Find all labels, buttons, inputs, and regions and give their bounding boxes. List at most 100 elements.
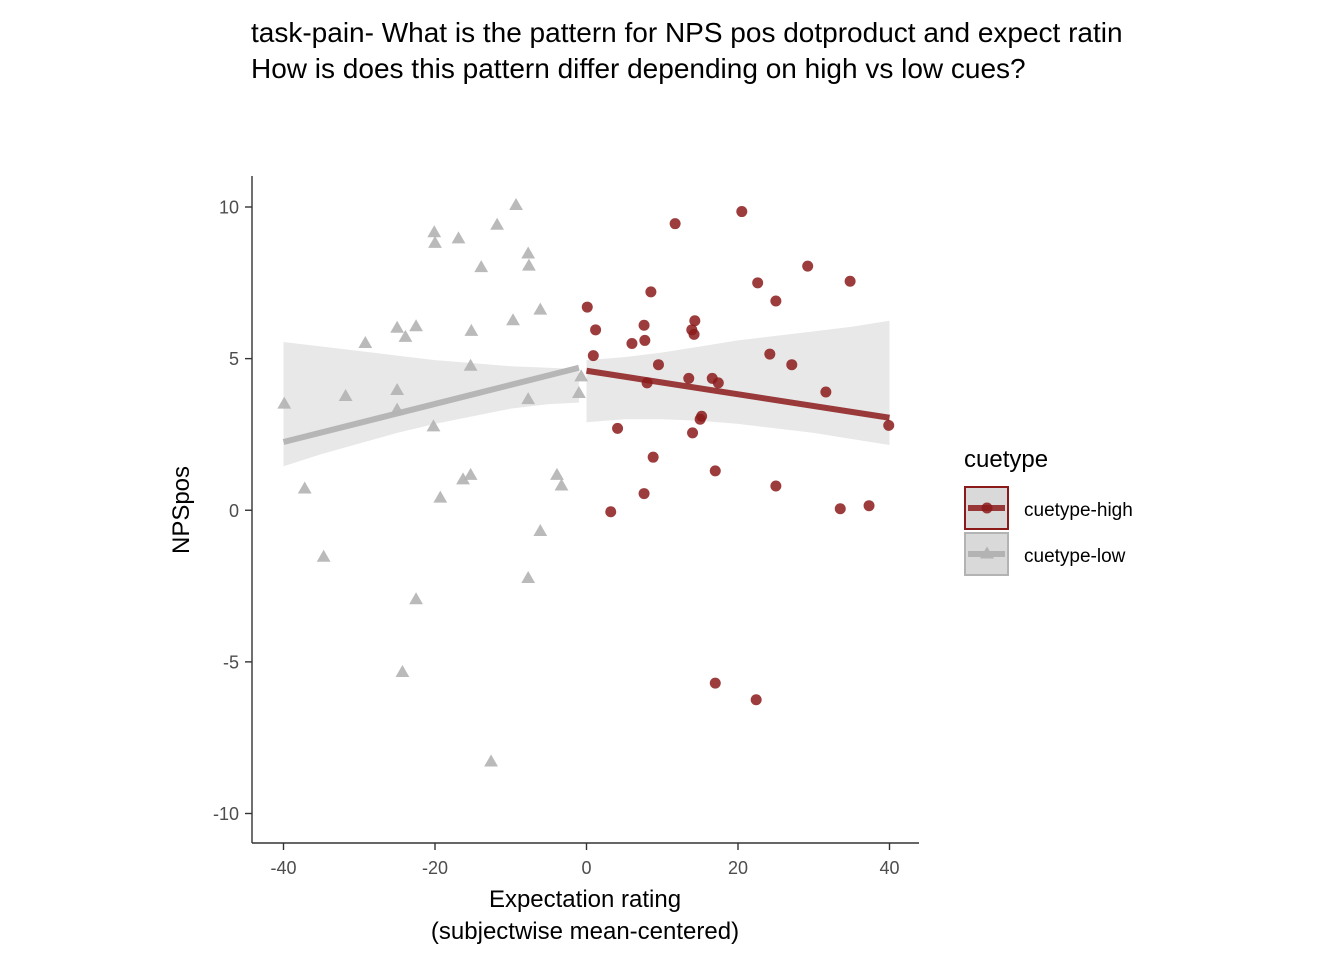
x-tick-label: 20 bbox=[728, 858, 748, 878]
data-point-high bbox=[645, 286, 657, 298]
y-axis: 10 5 0 -5 -10 NPSpos bbox=[168, 176, 253, 843]
legend-label-high: cuetype-high bbox=[1024, 500, 1133, 521]
data-point-high bbox=[736, 206, 748, 218]
data-point-high bbox=[770, 480, 782, 492]
data-point-high bbox=[639, 334, 651, 346]
data-point-high bbox=[581, 301, 593, 313]
data-point-high bbox=[590, 324, 602, 336]
data-point-low bbox=[521, 246, 536, 259]
chart-title-line-2: How is does this pattern differ dependin… bbox=[251, 53, 1026, 84]
data-point-high bbox=[712, 377, 724, 389]
data-point-high bbox=[605, 506, 617, 518]
confidence-band-high bbox=[586, 320, 890, 446]
data-point-low bbox=[428, 235, 442, 248]
y-tick-label: 5 bbox=[229, 349, 239, 369]
data-point-high bbox=[647, 451, 659, 463]
data-point-low bbox=[297, 481, 312, 494]
data-point-low bbox=[451, 231, 466, 244]
data-point-low bbox=[574, 369, 589, 382]
x-tick-label: -40 bbox=[270, 858, 296, 878]
x-tick-label: 0 bbox=[581, 858, 591, 878]
data-point-low bbox=[572, 385, 586, 398]
data-point-low bbox=[358, 335, 373, 348]
legend-title: cuetype bbox=[964, 446, 1048, 473]
data-point-low bbox=[554, 478, 569, 491]
data-point-high bbox=[587, 350, 599, 362]
chart-title-line-1: task-pain- What is the pattern for NPS p… bbox=[251, 17, 1123, 48]
data-point-high bbox=[638, 488, 650, 500]
x-tick-label: 40 bbox=[879, 858, 899, 878]
data-point-high bbox=[683, 372, 695, 384]
data-point-low bbox=[521, 392, 536, 405]
data-point-low bbox=[490, 217, 505, 230]
data-point-high bbox=[626, 337, 638, 349]
data-point-high bbox=[612, 422, 624, 434]
chart-title: task-pain- What is the pattern for NPS p… bbox=[251, 17, 1123, 84]
data-point-low bbox=[409, 319, 423, 332]
data-point-low bbox=[390, 382, 405, 395]
data-point-low bbox=[464, 323, 479, 336]
data-point-low bbox=[474, 260, 489, 273]
data-point-high bbox=[669, 218, 681, 230]
data-point-low bbox=[509, 197, 523, 210]
legend-marker-low bbox=[980, 546, 994, 559]
legend-marker-high bbox=[981, 502, 993, 514]
data-point-low bbox=[550, 467, 564, 480]
data-point-high bbox=[694, 413, 706, 425]
data-point-low bbox=[463, 358, 478, 371]
data-point-low bbox=[522, 258, 536, 271]
data-point-high bbox=[689, 315, 701, 327]
data-point-high bbox=[863, 500, 875, 512]
data-point-low bbox=[426, 419, 441, 432]
legend-label-low: cuetype-low bbox=[1024, 546, 1126, 567]
data-point-low bbox=[463, 467, 478, 480]
legend-item-high: cuetype-high bbox=[964, 486, 1133, 530]
y-tick-label: -10 bbox=[213, 804, 239, 824]
y-tick-label: 10 bbox=[219, 198, 239, 218]
data-point-high bbox=[764, 348, 776, 360]
y-tick-label: 0 bbox=[229, 501, 239, 521]
data-point-high bbox=[709, 677, 721, 689]
plot-area bbox=[277, 197, 895, 767]
data-point-high bbox=[687, 427, 699, 439]
y-tick-label: -5 bbox=[223, 652, 239, 672]
data-point-low bbox=[484, 754, 498, 767]
x-axis-ticks: -40 -20 0 20 40 bbox=[270, 843, 900, 878]
data-point-high bbox=[820, 386, 832, 398]
data-point-low bbox=[316, 549, 331, 562]
data-point-low bbox=[533, 523, 548, 536]
x-tick-label: -20 bbox=[422, 858, 448, 878]
data-point-low bbox=[521, 570, 536, 583]
data-point-low bbox=[395, 664, 410, 677]
series-points-high bbox=[581, 206, 895, 706]
data-point-high bbox=[709, 465, 721, 477]
data-point-high bbox=[652, 359, 664, 371]
y-axis-title: NPSpos bbox=[168, 466, 195, 554]
data-point-high bbox=[844, 275, 856, 287]
x-axis-title-line-1: Expectation rating bbox=[489, 886, 681, 913]
x-axis-title-line-2: (subjectwise mean-centered) bbox=[431, 918, 739, 945]
legend-item-low: cuetype-low bbox=[964, 532, 1126, 576]
data-point-low bbox=[427, 225, 442, 238]
data-point-low bbox=[456, 472, 470, 485]
data-point-high bbox=[802, 260, 814, 272]
fit-line-high bbox=[586, 367, 890, 421]
data-point-low bbox=[409, 592, 423, 605]
data-point-high bbox=[786, 359, 798, 371]
data-point-high bbox=[638, 319, 650, 331]
data-point-low bbox=[338, 389, 353, 402]
x-axis: -40 -20 0 20 40 Expectation rating (subjectw… bbox=[252, 842, 919, 945]
data-point-high bbox=[770, 295, 782, 307]
series-points-low bbox=[277, 197, 589, 767]
data-point-high bbox=[750, 694, 762, 706]
legend: cuetype cuetype-high cuetype-low bbox=[964, 446, 1133, 576]
data-point-high bbox=[834, 503, 846, 515]
data-point-low bbox=[533, 302, 548, 315]
data-point-low bbox=[390, 320, 405, 333]
data-point-high bbox=[688, 328, 700, 340]
data-point-high bbox=[752, 277, 764, 289]
data-point-low bbox=[398, 329, 413, 342]
data-point-high bbox=[883, 419, 895, 431]
data-point-low bbox=[433, 490, 448, 503]
